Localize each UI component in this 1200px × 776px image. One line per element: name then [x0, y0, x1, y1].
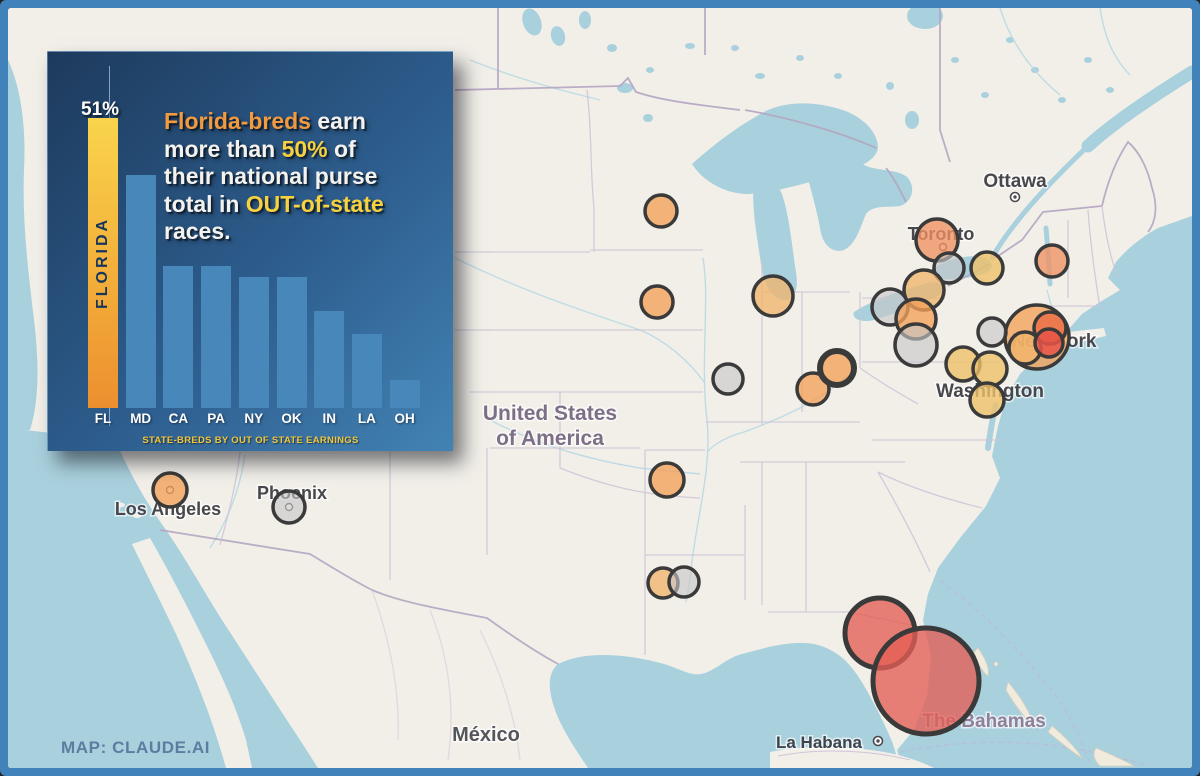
map-label-united-states-line1: United States [483, 402, 617, 425]
data-bubble [151, 471, 189, 509]
florida-value-label: 51% [81, 99, 120, 120]
data-bubble [870, 625, 982, 737]
bar-IN [314, 311, 345, 408]
bar-label-IN: IN [322, 411, 336, 426]
map-label-mexico: México [452, 724, 520, 746]
data-bubble [751, 274, 795, 318]
town-marker-dot-la-habana [876, 739, 880, 743]
headline-line: total in OUT-of-state [164, 191, 448, 219]
bar-label-OH: OH [394, 411, 415, 426]
headline-line: races. [164, 218, 448, 246]
inset-chart-panel: 51% FLORIDA FL MD CA PA NY OK IN LA OH Florida-b… [47, 51, 453, 451]
bar-MD [125, 175, 156, 408]
map-label-united-states-line2: of America [496, 427, 604, 450]
data-bubble [1034, 243, 1070, 279]
headline-line: more than 50% of [164, 136, 448, 164]
data-bubble [817, 348, 857, 388]
headline-segment: earn [310, 108, 366, 134]
map-label-los-angeles: Los Angeles [115, 499, 221, 519]
bar-LA [351, 334, 382, 408]
bar-label-OK: OK [281, 411, 302, 426]
headline-line: Florida-breds earn [164, 108, 448, 136]
headline-line: their national purse [164, 163, 448, 191]
bar-CA [163, 266, 194, 408]
data-bubble [968, 381, 1006, 419]
map-canvas: OttawaTorontoNew YorkWashingtonUnited St… [8, 8, 1192, 768]
data-bubble [271, 489, 307, 525]
data-bubble [639, 284, 675, 320]
headline-segment: of [327, 135, 356, 162]
bar-label-LA: LA [357, 411, 376, 426]
florida-bar-text: FLORIDA [94, 216, 111, 310]
headline-segment: their national purse [164, 163, 378, 189]
data-bubble [1033, 327, 1065, 359]
data-bubble [667, 565, 701, 599]
map-attribution: MAP: CLAUDE.AI [61, 738, 211, 757]
bar-label-NY: NY [244, 411, 264, 426]
maritime-borders-layer [899, 579, 1151, 767]
bar-label-CA: CA [168, 411, 189, 426]
water-layer [8, 8, 1192, 768]
bar-label-PA: PA [207, 411, 225, 426]
headline-segment: more than [164, 135, 282, 162]
map-label-ottawa: Ottawa [983, 171, 1047, 192]
bar-FL: FLORIDA [88, 118, 118, 408]
data-bubble [976, 316, 1008, 348]
headline-segment: 50% [281, 135, 328, 162]
chart-caption: STATE-BREDS BY OUT OF STATE EARNINGS [142, 435, 359, 446]
chart-headline: Florida-breds earn more than 50% of their … [164, 108, 448, 246]
headline-segment: Florida-breds [164, 108, 311, 134]
data-bubble [643, 193, 679, 229]
data-bubble [971, 350, 1009, 388]
bar-NY [238, 277, 269, 408]
bar-label-MD: MD [130, 411, 152, 426]
bar-OH [389, 380, 420, 408]
headline-segment: OUT-of-state [245, 190, 384, 217]
data-bubble [648, 461, 686, 499]
bar-PA [201, 266, 232, 408]
data-bubble [969, 250, 1005, 286]
islands-layer [115, 328, 1136, 768]
map-label-la-habana: La Habana [776, 733, 863, 752]
data-bubble [932, 251, 966, 285]
state-borders-layer [219, 89, 1119, 761]
headline-segment: races. [164, 218, 231, 244]
data-bubble [795, 371, 831, 407]
data-bubble [711, 362, 745, 396]
data-bubbles-layer [151, 193, 1071, 737]
bar-OK [276, 277, 307, 408]
headline-segment: total in [164, 190, 246, 217]
town-marker-dot-ottawa [1013, 195, 1017, 199]
data-bubble [893, 322, 939, 368]
bar-label-FL: FL [94, 411, 112, 426]
